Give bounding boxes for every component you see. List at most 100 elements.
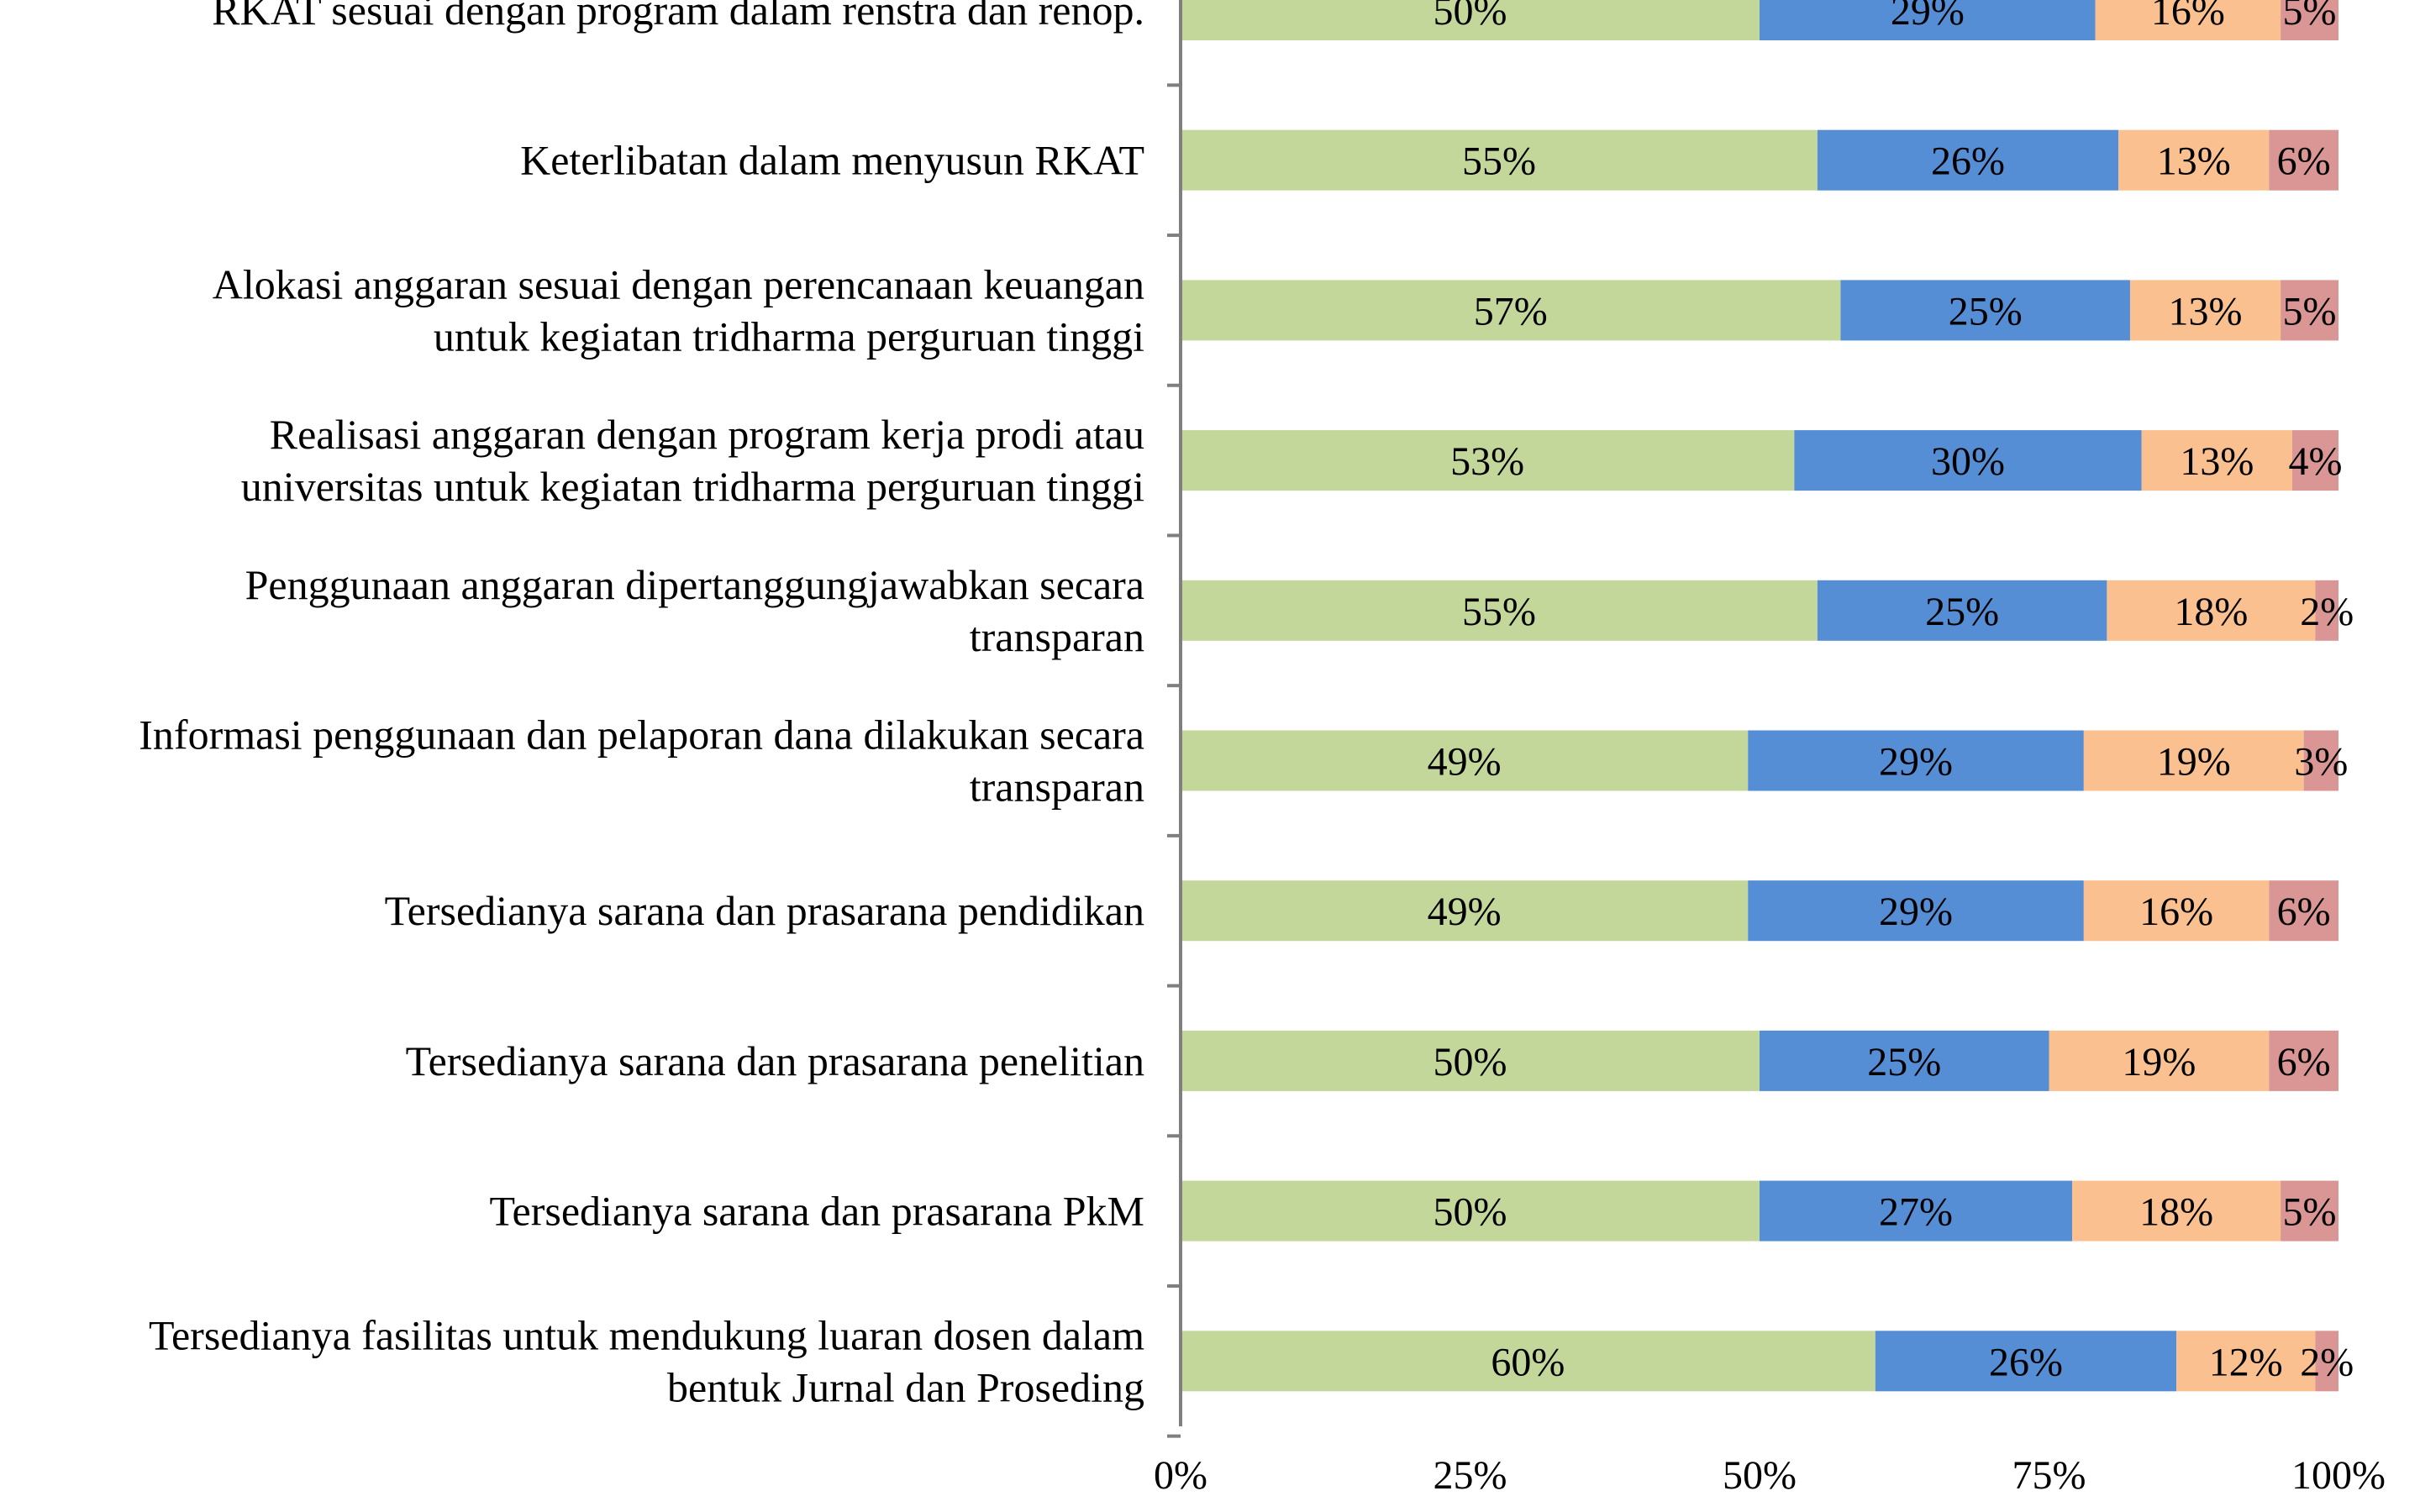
x-tick-label: 0% [1154,1453,1207,1498]
data-label: 6% [2277,139,2331,184]
bar-segment [2269,1030,2338,1091]
bar-segment [1817,129,2119,191]
bar-segment [2083,730,2304,791]
data-label: 29% [1879,890,1953,934]
category-label: Tersedianya sarana dan prasarana PkM [490,1188,1145,1235]
data-label: 26% [1989,1340,2063,1384]
bar-segment [1760,1180,2073,1242]
data-label: 29% [1879,740,1953,785]
bar-segment [1181,280,1841,341]
bar-segment [2107,580,2316,641]
data-label: 4% [2288,439,2342,484]
x-tick-label: 75% [2012,1453,2086,1498]
bar-segment [2269,880,2338,942]
category-label: transparan [970,613,1144,660]
category-label: Tersedianya sarana dan prasarana pendidi… [385,887,1144,934]
bar-segment [1181,0,1760,40]
bar-segment [2291,430,2338,491]
data-label: 18% [2139,1190,2213,1235]
bar-segment [2072,1180,2281,1242]
bar-segment [2281,0,2338,40]
bar-segment [1748,730,2084,791]
bar-segment [1817,580,2107,641]
x-tick-label: 50% [1723,1453,1797,1498]
bar-segment [2281,1180,2338,1242]
bar-segment [1181,580,1818,641]
bar-segment [2303,730,2338,791]
data-label: 13% [2180,439,2254,484]
category-label: bentuk Jurnal dan Proseding [667,1363,1144,1410]
bar-segment [2269,129,2338,191]
bar-segment [1181,430,1795,491]
data-label: 25% [1925,590,1999,634]
data-label: 50% [1434,0,1507,34]
bar-segment [1181,1331,1876,1392]
data-label: 5% [2283,0,2337,34]
data-label: 27% [1879,1190,1953,1235]
category-label: Keterlibatan dalam menyusun RKAT [520,137,1144,184]
bar-segment [2176,1331,2316,1392]
data-label: 55% [1462,139,1536,184]
bar-segment [2049,1030,2270,1091]
category-label: Realisasi anggaran dengan program kerja … [270,411,1144,458]
data-label: 26% [1931,139,2005,184]
bar-segment [1748,880,2084,942]
bar-segment [2083,880,2270,942]
data-label: 5% [2283,1190,2337,1235]
category-label: Informasi penggunaan dan pelaporan dana … [139,711,1144,759]
data-label: 50% [1434,1040,1507,1084]
data-label: 6% [2277,1040,2331,1084]
category-label: untuk kegiatan tridharma perguruan tingg… [434,312,1144,360]
bar-segment [1181,1030,1760,1091]
data-label: 3% [2294,740,2348,785]
data-label: 13% [2169,289,2243,333]
data-label: 25% [1867,1040,1941,1084]
data-label: 50% [1434,1190,1507,1235]
category-label: universitas untuk kegiatan tridharma per… [241,463,1144,510]
bar-segment [2315,1331,2338,1392]
category-label: transparan [970,764,1144,811]
data-label: 55% [1462,590,1536,634]
bar-segment [2315,580,2338,641]
data-label: 60% [1491,1340,1565,1384]
data-label: 49% [1428,890,1502,934]
bar-segment [1760,0,2096,40]
bar-segment [1181,880,1749,942]
data-label: 13% [2157,139,2231,184]
category-label: RKAT sesuai dengan program dalam renstra… [212,0,1144,34]
category-label: Penggunaan anggaran dipertanggungjawabka… [245,561,1144,608]
data-label: 25% [1949,289,2023,333]
data-label: 6% [2277,890,2331,934]
bar-segment [2118,129,2270,191]
data-label: 49% [1428,740,1502,785]
data-label: 16% [2151,0,2225,34]
bar-segment [1181,129,1818,191]
data-label: 19% [2122,1040,2196,1084]
bar-segment [2129,280,2281,341]
bar-segment [2141,430,2292,491]
x-tick-label: 100% [2291,1453,2386,1498]
data-label: 19% [2157,740,2231,785]
bar-segment [2281,280,2338,341]
data-label: 16% [2139,890,2213,934]
x-tick-label: 25% [1434,1453,1507,1498]
category-label: Tersedianya fasilitas untuk mendukung lu… [149,1311,1144,1358]
data-label: 29% [1891,0,1965,34]
data-label: 2% [2300,590,2354,634]
category-label: Tersedianya sarana dan prasarana penelit… [406,1037,1144,1084]
category-label: Alokasi anggaran sesuai dengan perencana… [213,260,1144,307]
data-label: 30% [1931,439,2005,484]
bar-segment [1181,730,1749,791]
bar-segment [2095,0,2281,40]
data-label: 5% [2283,289,2337,333]
data-label: 12% [2209,1340,2283,1384]
data-label: 2% [2300,1340,2354,1384]
data-label: 57% [1474,289,1548,333]
bar-segment [1181,1180,1760,1242]
bar-segment [1794,430,2142,491]
bar-segment [1760,1030,2049,1091]
bar-segment [1875,1331,2177,1392]
bar-segment [1840,280,2130,341]
data-label: 18% [2174,590,2248,634]
